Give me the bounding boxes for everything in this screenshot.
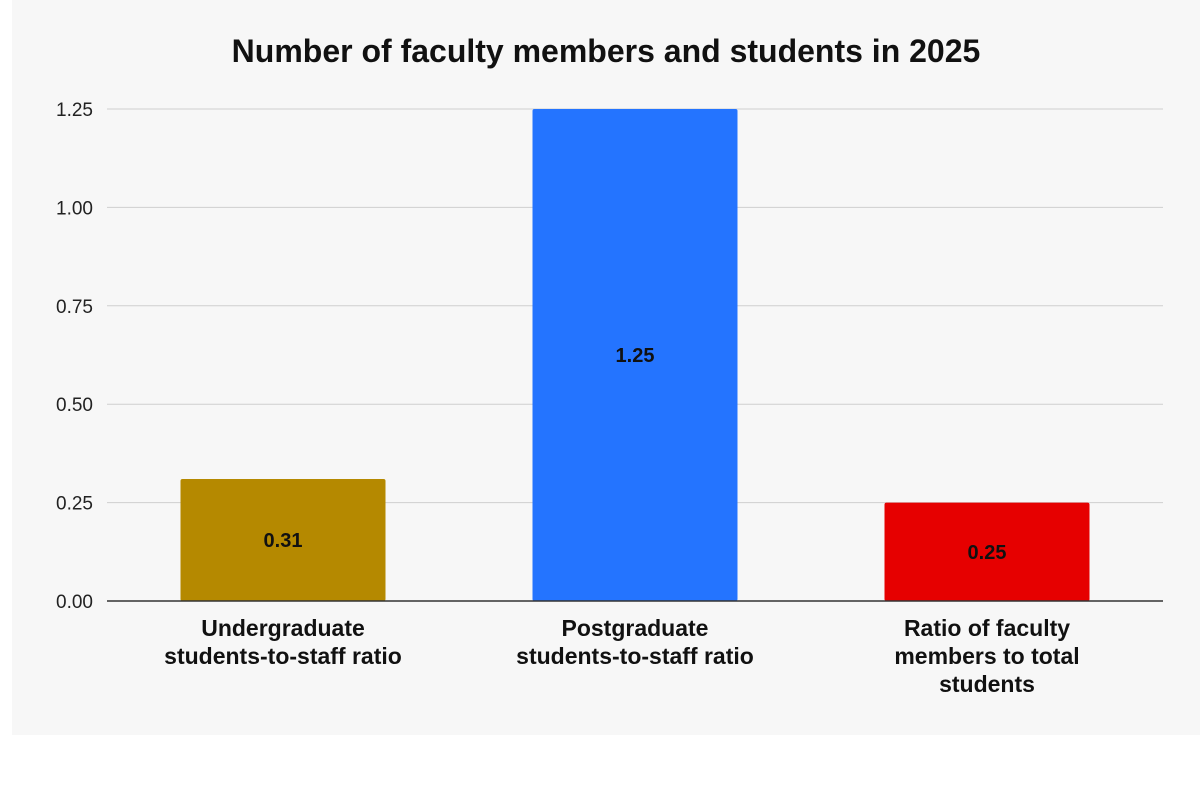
x-category-label-line: Undergraduate — [201, 615, 365, 641]
x-category-label-line: Postgraduate — [562, 615, 709, 641]
bar — [180, 478, 386, 601]
y-tick-label: 0.25 — [56, 494, 93, 515]
x-category-label-line: students — [939, 671, 1035, 697]
bar-value-label: 0.31 — [264, 530, 303, 552]
bar — [884, 502, 1090, 601]
y-tick-label: 0.00 — [56, 592, 93, 613]
x-axis-category-labels: Undergraduate students-to-staff ratioPost… — [164, 615, 1080, 697]
x-category-label-line: students-to-staff ratio — [164, 643, 402, 669]
bar — [532, 109, 738, 601]
x-category-label-line: members to total — [894, 643, 1079, 669]
bar-value-label: 0.25 — [968, 542, 1007, 564]
y-tick-label: 0.75 — [56, 297, 93, 318]
x-category-label-line: Ratio of faculty — [904, 615, 1070, 641]
y-tick-label: 1.25 — [56, 100, 93, 121]
chart-title: Number of faculty members and students i… — [232, 33, 981, 69]
y-tick-label: 1.00 — [56, 198, 93, 219]
x-category-label-line: students-to-staff ratio — [516, 643, 754, 669]
x-category-label: Undergraduate students-to-staff ratio — [164, 615, 402, 669]
x-category-label: Postgraduate students-to-staff ratio — [516, 615, 754, 669]
x-category-label: Ratio of faculty members to total students — [894, 615, 1079, 697]
bars: 0.31 1.25 0.25 — [180, 109, 1090, 601]
y-tick-label: 0.50 — [56, 395, 93, 416]
y-axis-tick-labels: 0.00 0.25 0.50 0.75 1.00 1.25 — [56, 100, 93, 613]
bar-value-label: 1.25 — [616, 345, 655, 367]
